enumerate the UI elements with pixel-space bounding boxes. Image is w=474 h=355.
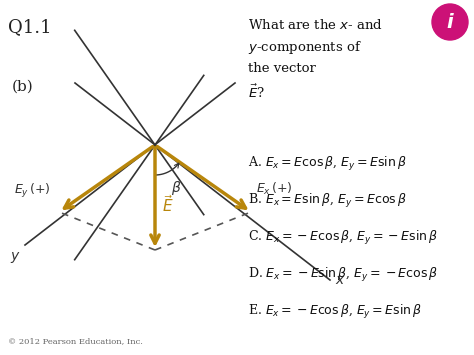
Text: i: i <box>447 13 453 33</box>
Circle shape <box>432 4 468 40</box>
Text: $E_y\,(+)$: $E_y\,(+)$ <box>14 182 51 200</box>
Text: $\beta$: $\beta$ <box>171 179 182 197</box>
Text: $y$: $y$ <box>10 250 21 265</box>
Text: $x$: $x$ <box>335 273 346 287</box>
Text: B. $E_x = E\sin\beta$, $E_y = E\cos\beta$: B. $E_x = E\sin\beta$, $E_y = E\cos\beta… <box>248 192 407 210</box>
Text: E. $E_x = -E\cos\beta$, $E_y = E\sin\beta$: E. $E_x = -E\cos\beta$, $E_y = E\sin\bet… <box>248 303 422 321</box>
Text: D. $E_x = -E\sin\beta$, $E_y = -E\cos\beta$: D. $E_x = -E\sin\beta$, $E_y = -E\cos\be… <box>248 266 438 284</box>
Text: (b): (b) <box>12 80 34 94</box>
Text: $\vec{E}$: $\vec{E}$ <box>162 195 173 215</box>
Text: What are the $x$- and
$y$-components of
the vector
$\vec{E}$?: What are the $x$- and $y$-components of … <box>248 18 383 101</box>
Text: C. $E_x = -E\cos\beta$, $E_y = -E\sin\beta$: C. $E_x = -E\cos\beta$, $E_y = -E\sin\be… <box>248 229 438 247</box>
Text: Q1.1: Q1.1 <box>8 18 52 36</box>
Text: $E_x\,(+)$: $E_x\,(+)$ <box>256 181 292 197</box>
Text: © 2012 Pearson Education, Inc.: © 2012 Pearson Education, Inc. <box>8 337 143 345</box>
Text: A. $E_x = E\cos\beta$, $E_y = E\sin\beta$: A. $E_x = E\cos\beta$, $E_y = E\sin\beta… <box>248 155 407 173</box>
